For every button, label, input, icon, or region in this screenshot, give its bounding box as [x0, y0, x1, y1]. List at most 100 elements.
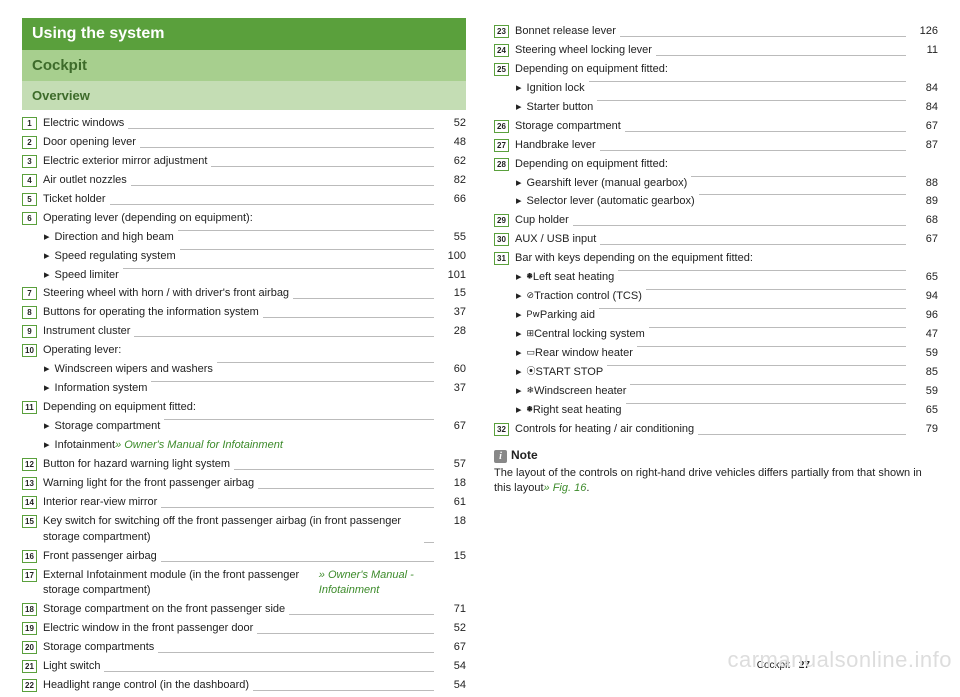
- toc-item: 21Light switch54: [22, 659, 466, 675]
- note-title-text: Note: [511, 448, 538, 462]
- item-number: 26: [494, 120, 509, 133]
- toc-list-right: 23Bonnet release lever12624Steering whee…: [494, 24, 938, 438]
- item-label: Operating lever (depending on equipment)…: [43, 211, 253, 227]
- item-label: AUX / USB input: [515, 232, 596, 248]
- toc-item: 25Depending on equipment fitted:: [494, 62, 938, 78]
- subitem-label: Left seat heating: [533, 270, 614, 286]
- bullet-icon: ▸: [516, 176, 522, 192]
- bullet-icon: ▸: [44, 438, 50, 454]
- item-page: 68: [910, 213, 938, 229]
- feature-icon: P𝗐: [527, 308, 540, 321]
- info-icon: i: [494, 450, 507, 463]
- item-label: Ticket holder: [43, 192, 106, 208]
- item-number: 18: [22, 603, 37, 616]
- watermark: carmanualsonline.info: [727, 647, 952, 673]
- item-page: 57: [438, 457, 466, 473]
- note-heading: i Note: [494, 448, 938, 463]
- bullet-icon: ▸: [516, 365, 522, 381]
- subitem-label: Ignition lock: [527, 81, 585, 97]
- item-number: 12: [22, 458, 37, 471]
- item-page: 52: [438, 116, 466, 132]
- item-number: 5: [22, 193, 37, 206]
- item-label: Handbrake lever: [515, 138, 596, 154]
- bullet-icon: ▸: [516, 403, 522, 419]
- item-page: 15: [438, 286, 466, 302]
- subitem-page: 89: [910, 194, 938, 210]
- item-page: 54: [438, 659, 466, 675]
- item-label: Steering wheel locking lever: [515, 43, 652, 59]
- item-page: 71: [438, 602, 466, 618]
- toc-item: 27Handbrake lever87: [494, 138, 938, 154]
- item-page: 15: [438, 549, 466, 565]
- item-label: Electric window in the front passenger d…: [43, 621, 253, 637]
- item-number: 23: [494, 25, 509, 38]
- toc-item: 9Instrument cluster28: [22, 324, 466, 340]
- item-page: 62: [438, 154, 466, 170]
- item-page: 61: [438, 495, 466, 511]
- item-page: 82: [438, 173, 466, 189]
- item-number: 31: [494, 252, 509, 265]
- item-number: 13: [22, 477, 37, 490]
- item-number: 2: [22, 136, 37, 149]
- toc-subitem: ▸ Gearshift lever (manual gearbox) 88: [516, 176, 938, 192]
- toc-item: 17External Infotainment module (in the f…: [22, 568, 466, 600]
- item-label: Depending on equipment fitted:: [515, 62, 668, 78]
- item-page: 52: [438, 621, 466, 637]
- item-label: Buttons for operating the information sy…: [43, 305, 259, 321]
- item-label: Electric exterior mirror adjustment: [43, 154, 207, 170]
- toc-item: 16Front passenger airbag15: [22, 549, 466, 565]
- subitem-page: 101: [438, 268, 466, 284]
- toc-subitem: ▸▭ Rear window heater59: [516, 346, 938, 362]
- header-cockpit: Cockpit: [22, 50, 466, 81]
- subitem-page: 88: [910, 176, 938, 192]
- subitem-label: Speed limiter: [55, 268, 119, 284]
- toc-subitem: ▸⊞ Central locking system47: [516, 327, 938, 343]
- subitem-page: 65: [910, 403, 938, 419]
- item-number: 4: [22, 174, 37, 187]
- item-page: 11: [910, 43, 938, 59]
- subitem-page: 59: [910, 384, 938, 400]
- item-number: 16: [22, 550, 37, 563]
- bullet-icon: ▸: [516, 81, 522, 97]
- subitem-page: 84: [910, 81, 938, 97]
- item-number: 14: [22, 496, 37, 509]
- item-number: 29: [494, 214, 509, 227]
- bullet-icon: ▸: [516, 327, 522, 343]
- item-page: 48: [438, 135, 466, 151]
- bullet-icon: ▸: [516, 270, 522, 286]
- toc-subitem: ▸Information system37: [44, 381, 466, 397]
- item-number: 28: [494, 158, 509, 171]
- subitem-label: Gearshift lever (manual gearbox): [527, 176, 688, 192]
- item-number: 22: [22, 679, 37, 692]
- subitem-label: Information system: [55, 381, 148, 397]
- toc-subitem: ▸🞺 Right seat heating65: [516, 403, 938, 419]
- subitem-label: Parking aid: [540, 308, 595, 324]
- subitem-page: 37: [438, 381, 466, 397]
- item-number: 30: [494, 233, 509, 246]
- bullet-icon: ▸: [516, 289, 522, 305]
- feature-icon: ⊘: [527, 289, 535, 302]
- item-page: 66: [438, 192, 466, 208]
- toc-subitem: ▸Speed regulating system100: [44, 249, 466, 265]
- toc-item: 24Steering wheel locking lever11: [494, 43, 938, 59]
- subitem-label: Right seat heating: [533, 403, 622, 419]
- header-main: Using the system: [22, 18, 466, 50]
- item-label: Button for hazard warning light system: [43, 457, 230, 473]
- bullet-icon: ▸: [44, 362, 50, 378]
- item-page: 18: [438, 476, 466, 492]
- bullet-icon: ▸: [516, 346, 522, 362]
- toc-item: 15Key switch for switching off the front…: [22, 514, 466, 546]
- toc-subitem: ▸Windscreen wipers and washers60: [44, 362, 466, 378]
- toc-subitem: ▸⦿ START STOP85: [516, 365, 938, 381]
- subitem-page: 84: [910, 100, 938, 116]
- item-label: Door opening lever: [43, 135, 136, 151]
- toc-subitem: ▸Speed limiter101: [44, 268, 466, 284]
- toc-subitem: ▸Starter button84: [516, 100, 938, 116]
- item-number: 15: [22, 515, 37, 528]
- feature-icon: ❄: [527, 384, 535, 397]
- subitem-label: Direction and high beam: [55, 230, 174, 246]
- toc-list-left: 1Electric windows522Door opening lever48…: [22, 116, 466, 694]
- subitem-label: Storage compartment: [55, 419, 161, 435]
- item-page: 79: [910, 422, 938, 438]
- item-number: 9: [22, 325, 37, 338]
